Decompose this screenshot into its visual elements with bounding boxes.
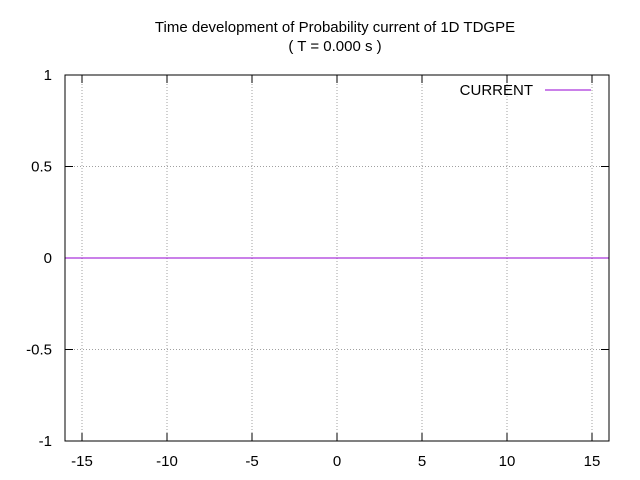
y-tick-label: -0.5	[26, 342, 52, 359]
x-tick-label: -10	[156, 453, 178, 470]
y-tick-label: -1	[39, 433, 52, 450]
legend: CURRENT	[460, 82, 591, 99]
plot-frame	[64, 74, 610, 442]
x-tick-labels: -15 -10 -5 0 5 10 15	[71, 453, 600, 470]
x-tick-label: -15	[71, 453, 93, 470]
y-tick-label: 0.5	[31, 159, 52, 176]
legend-label: CURRENT	[460, 82, 533, 99]
x-tick-label: 0	[333, 453, 341, 470]
y-tick-label: 0	[44, 250, 52, 267]
x-tick-label: 10	[499, 453, 516, 470]
x-tick-label: -5	[245, 453, 258, 470]
y-tick-labels: -1 -0.5 0 0.5 1	[26, 67, 52, 450]
chart-title: Time development of Probability current …	[155, 19, 515, 36]
x-tick-label: 5	[418, 453, 426, 470]
y-tick-label: 1	[44, 67, 52, 84]
chart-subtitle: ( T = 0.000 s )	[288, 38, 381, 55]
x-tick-label: 15	[584, 453, 601, 470]
